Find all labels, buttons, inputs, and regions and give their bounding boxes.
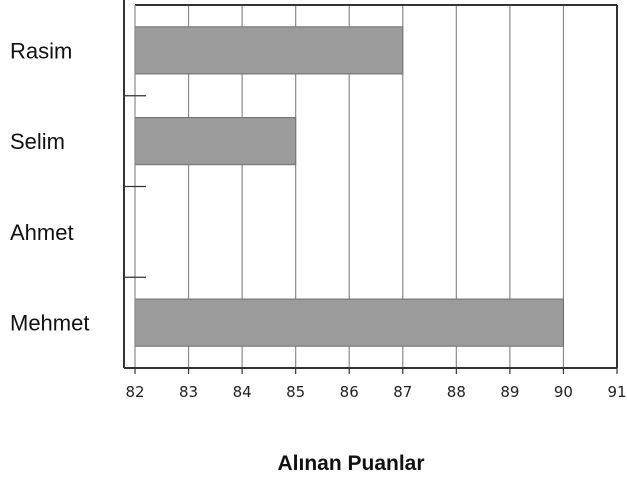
bar-selim (134, 117, 297, 166)
x-tick-label: 90 (554, 383, 573, 401)
x-axis-label: Alınan Puanlar (277, 452, 424, 475)
bar-mehmet (134, 298, 564, 347)
category-label: Ahmet (10, 220, 74, 245)
bar-rasim (134, 26, 404, 75)
x-tick-labels: 82 83 84 85 86 87 88 89 90 91 (125, 383, 626, 401)
x-tick-label: 89 (500, 383, 519, 401)
x-tick-label: 85 (286, 383, 305, 401)
x-tick-label: 87 (393, 383, 412, 401)
axes (123, 0, 618, 374)
x-tick-label: 82 (125, 383, 144, 401)
x-tick-label: 88 (447, 383, 466, 401)
x-tick-label: 84 (233, 383, 252, 401)
category-label: Rasim (10, 38, 72, 63)
category-label: Mehmet (10, 311, 89, 336)
x-tick-label: 83 (179, 383, 198, 401)
x-tick-label: 86 (340, 383, 359, 401)
category-label: Selim (10, 129, 65, 154)
x-tick-label: 91 (607, 383, 626, 401)
category-labels: Rasim Selim Ahmet Mehmet (10, 38, 89, 335)
